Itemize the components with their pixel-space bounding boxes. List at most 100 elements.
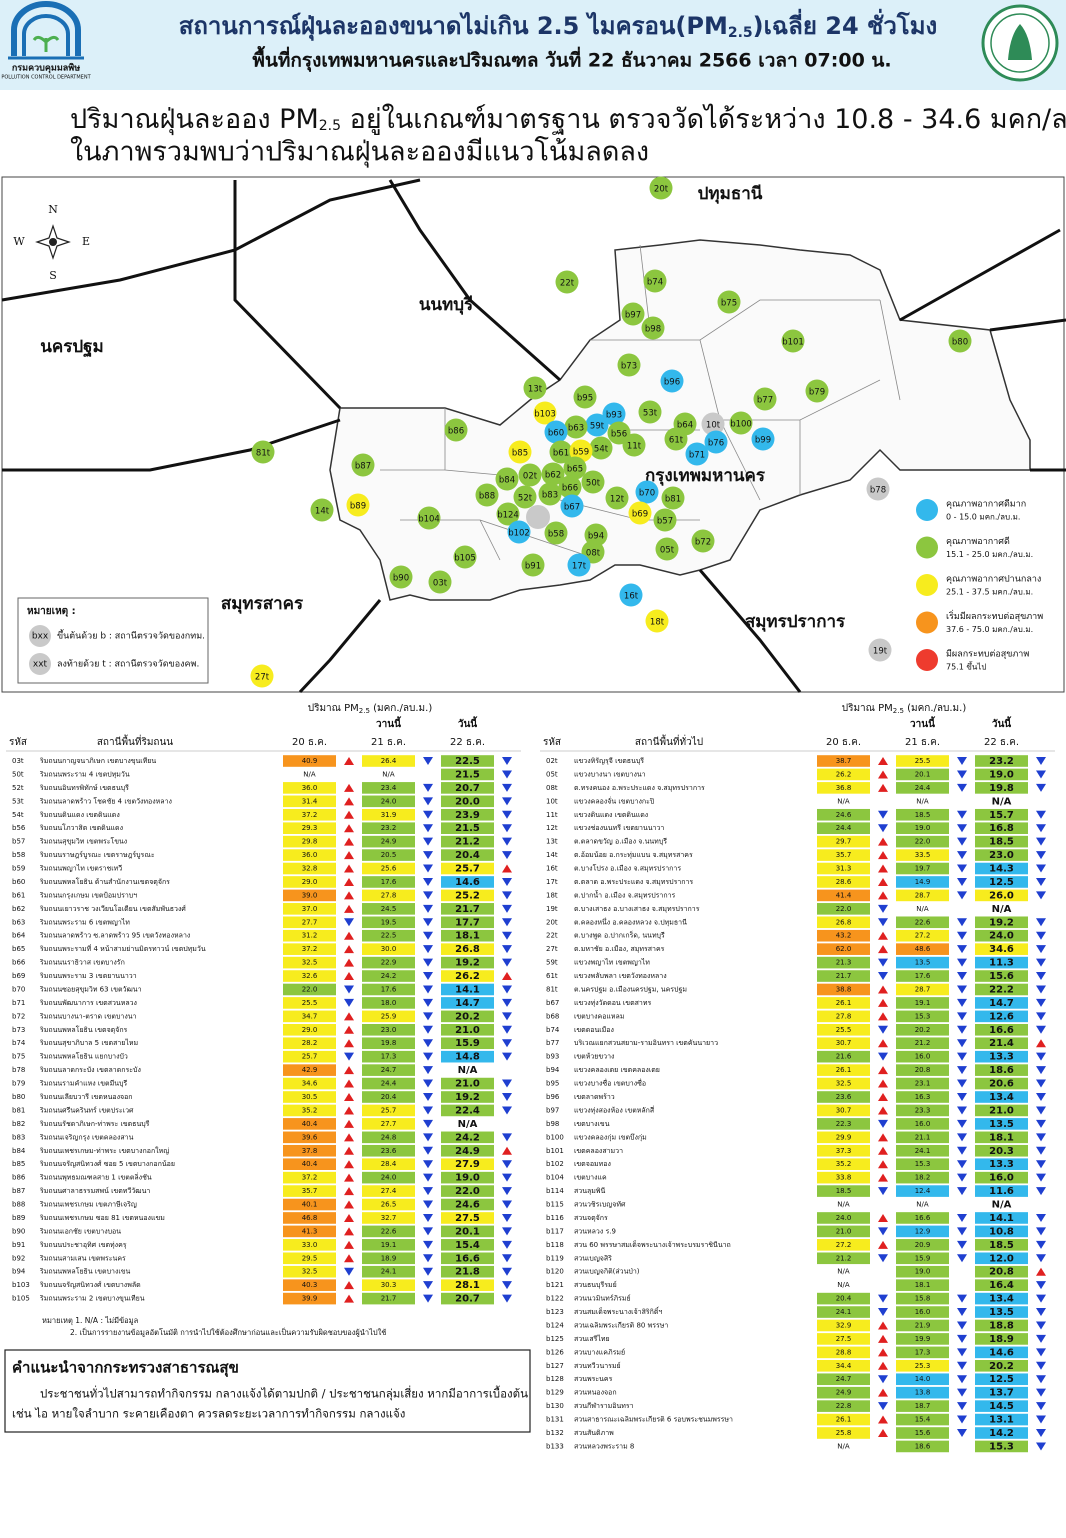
value-text: 23.1 [915, 1080, 931, 1088]
value-text: 13.3 [989, 1052, 1014, 1063]
station-code: b60 [12, 878, 25, 886]
value-text: 22.2 [989, 984, 1014, 995]
value-cell [817, 1360, 870, 1372]
value-text: 23.0 [381, 1026, 397, 1034]
value-cell [896, 782, 949, 794]
station-marker [513, 485, 537, 509]
value-text: 24.0 [381, 797, 397, 805]
trend-down [502, 1133, 512, 1142]
legend-range: 15.1 - 25.0 มคก./ลบ.ม. [946, 550, 1033, 559]
value-text: 32.6 [302, 972, 318, 980]
trend-down [423, 1281, 433, 1290]
station-marker [541, 462, 565, 486]
value-cell [283, 1185, 336, 1197]
value-cell [975, 1104, 1028, 1117]
value-text: 34.7 [302, 1012, 318, 1020]
station-marker [635, 480, 659, 504]
value-cell [283, 997, 336, 1009]
station-marker [444, 418, 468, 442]
trend-down [957, 1294, 967, 1303]
trend-down [878, 824, 888, 833]
trend-up [878, 1213, 888, 1222]
trend-down [423, 958, 433, 967]
station-name: ริมถนนกรุงเกษม เขตป้อมปราบฯ [40, 891, 137, 899]
trend-down [1036, 1429, 1046, 1437]
value-text: 17.6 [381, 878, 397, 886]
station-name: ริมถนนเพชรเกษม เขตภาษีเจริญ [40, 1201, 137, 1209]
trend-down [957, 891, 967, 900]
trend-up [344, 1079, 354, 1088]
station-name: สวนเสรีไทย [574, 1334, 610, 1343]
value-cell [283, 1198, 336, 1211]
value-text: 15.3 [915, 1160, 931, 1168]
trend-down [957, 877, 967, 886]
value-cell [975, 1427, 1028, 1439]
trend-up [344, 1025, 354, 1034]
station-name: ริมถนนสุขาภิบาล 5 เขตสายไหม [40, 1038, 138, 1047]
station-code: 11t [546, 811, 558, 819]
value-text: 14.6 [455, 877, 480, 888]
station-name: ริมถนนพญาไท เขตราชเทวี [40, 864, 122, 873]
value-text: 24.2 [381, 972, 397, 980]
value-text: 18.6 [989, 1065, 1014, 1076]
trend-down [1036, 1213, 1046, 1222]
value-text: 28.2 [302, 1039, 318, 1047]
station-code: b94 [546, 1066, 560, 1074]
station-code: 81t [546, 985, 558, 993]
note-swatch [29, 653, 51, 675]
station-code: b120 [546, 1268, 564, 1276]
table-title-sub: 2.5 [359, 707, 370, 715]
table-title: ปริมาณ PM2.5 (มคก./ลบ.ม.) [308, 703, 433, 715]
value-text: 28.7 [915, 985, 931, 993]
value-text: 14.6 [989, 1347, 1014, 1358]
value-text: 17.7 [455, 917, 480, 928]
trend-down [1036, 972, 1046, 981]
table-yesterday: วานนี้ [910, 716, 936, 730]
station-marker [622, 433, 646, 457]
trend-down [502, 1093, 512, 1101]
value-text: 22.0 [915, 838, 931, 846]
compass-label: N [48, 203, 58, 216]
value-text: 40.3 [302, 1281, 318, 1289]
value-cell [362, 1239, 415, 1251]
station-label: 16t [624, 592, 639, 602]
value-text: N/A [382, 770, 395, 778]
value-text: 17.3 [915, 1348, 931, 1356]
value-cell [283, 1144, 336, 1157]
station-label: b98 [645, 325, 661, 335]
value-cell [896, 822, 949, 834]
value-cell [283, 822, 336, 834]
trend-down [957, 1119, 967, 1128]
value-cell [362, 1279, 415, 1291]
station-code: b115 [546, 1201, 564, 1209]
value-cell [896, 889, 949, 902]
station-marker [628, 501, 652, 525]
trend-up [878, 864, 888, 873]
value-cell [896, 983, 949, 996]
station-code: b92 [12, 1254, 25, 1262]
province-label: สมุทรปราการ [745, 612, 846, 632]
station-label: 13t [528, 385, 543, 395]
trend-down [957, 1402, 967, 1411]
value-cell [896, 1077, 949, 1090]
trend-down [957, 1334, 967, 1343]
station-name: ริมถนนพระราม 2 เขตบางขุนเทียน [40, 1295, 145, 1303]
value-text: 20.2 [989, 1361, 1014, 1372]
station-code: 18t [546, 891, 558, 899]
value-cell [975, 1239, 1028, 1251]
station-marker [643, 269, 667, 293]
station-label: b64 [677, 421, 693, 431]
value-cell [362, 822, 415, 834]
legend-swatch [916, 649, 938, 671]
value-text: 21.1 [915, 1133, 931, 1141]
trend-up [344, 891, 354, 900]
station-name: แขวงคลองจั่น เขตบางกะปิ [574, 796, 655, 805]
value-text: 16.3 [915, 1093, 931, 1101]
compass [35, 224, 71, 260]
station-marker [549, 440, 573, 464]
value-cell [283, 943, 336, 955]
value-cell [441, 835, 494, 848]
station-label: b75 [721, 299, 737, 309]
value-text: 24.4 [836, 824, 852, 832]
trend-down [957, 864, 967, 873]
